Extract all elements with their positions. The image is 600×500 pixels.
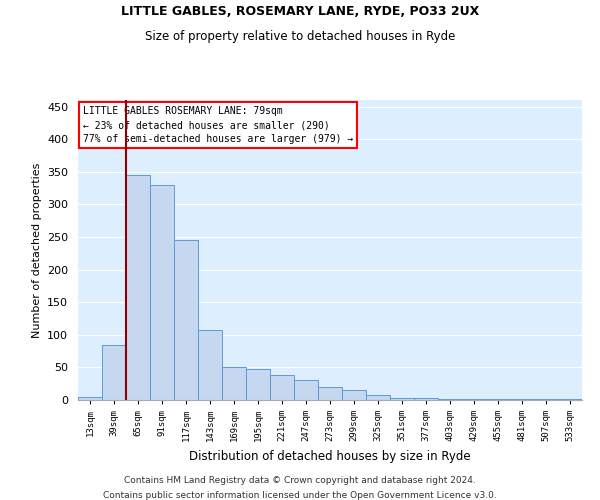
Bar — [150, 185, 174, 400]
Text: Contains public sector information licensed under the Open Government Licence v3: Contains public sector information licen… — [103, 491, 497, 500]
Text: Size of property relative to detached houses in Ryde: Size of property relative to detached ho… — [145, 30, 455, 43]
Bar — [174, 240, 198, 400]
Bar — [270, 375, 294, 400]
Bar — [198, 330, 222, 400]
Text: LITTLE GABLES ROSEMARY LANE: 79sqm
← 23% of detached houses are smaller (290)
77: LITTLE GABLES ROSEMARY LANE: 79sqm ← 23%… — [83, 106, 353, 144]
Bar — [294, 380, 318, 400]
Text: Distribution of detached houses by size in Ryde: Distribution of detached houses by size … — [189, 450, 471, 463]
Bar — [390, 398, 414, 400]
Bar — [366, 395, 390, 400]
Text: LITTLE GABLES, ROSEMARY LANE, RYDE, PO33 2UX: LITTLE GABLES, ROSEMARY LANE, RYDE, PO33… — [121, 5, 479, 18]
Bar — [318, 387, 342, 400]
Bar — [126, 175, 150, 400]
Bar — [510, 398, 534, 400]
Text: Contains HM Land Registry data © Crown copyright and database right 2024.: Contains HM Land Registry data © Crown c… — [124, 476, 476, 485]
Y-axis label: Number of detached properties: Number of detached properties — [32, 162, 41, 338]
Bar — [78, 396, 102, 400]
Bar — [102, 344, 126, 400]
Bar — [222, 368, 246, 400]
Bar — [414, 398, 438, 400]
Bar — [342, 390, 366, 400]
Bar — [438, 398, 462, 400]
Bar — [246, 370, 270, 400]
